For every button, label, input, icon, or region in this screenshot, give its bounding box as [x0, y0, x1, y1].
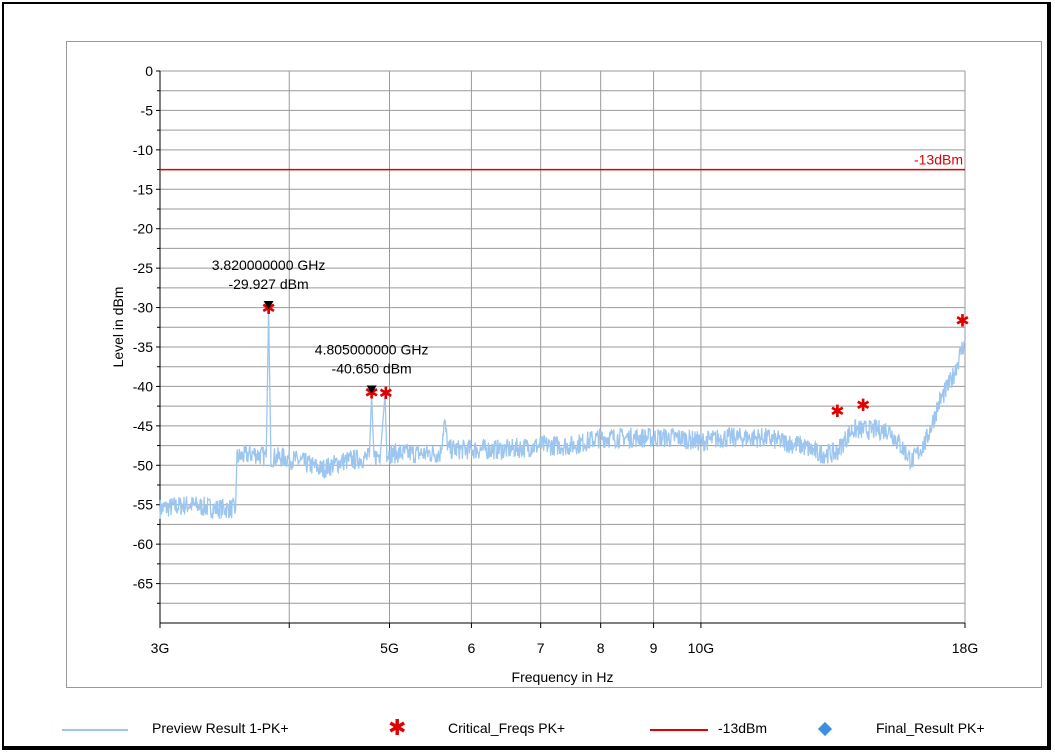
diamond-icon [817, 721, 833, 737]
y-tick-label: -55 [133, 497, 153, 513]
y-tick-label: -5 [141, 102, 154, 118]
x-tick-label: 10G [688, 640, 714, 656]
limit-line-label: -13dBm [914, 152, 963, 168]
marker-level-label: -29.927 dBm [228, 276, 308, 292]
x-axis-title: Frequency in Hz [512, 669, 614, 685]
y-tick-label: -25 [133, 260, 153, 276]
y-tick-label: -15 [133, 181, 153, 197]
legend-item-final: Final_Result PK+ [817, 720, 1038, 738]
critical-freq-point: ✱ [379, 384, 393, 403]
y-tick-label: -35 [133, 339, 153, 355]
y-tick-label: -10 [133, 142, 153, 158]
x-tick-label: 9 [650, 640, 658, 656]
marker-freq-label: 4.805000000 GHz [315, 342, 429, 358]
y-tick-label: -65 [133, 576, 153, 592]
x-tick-label: 3G [151, 640, 170, 656]
plot-panel [66, 41, 1042, 688]
y-tick-label: -30 [133, 300, 153, 316]
legend-label-final: Final_Result PK+ [876, 720, 985, 736]
y-tick-label: -60 [133, 536, 153, 552]
legend-swatch-limit [650, 729, 708, 731]
y-axis-title: Level in dBm [110, 287, 126, 368]
x-tick-label: 18G [952, 640, 978, 656]
critical-freq-point: ✱ [856, 396, 870, 415]
marker-triangle [366, 385, 377, 394]
marker-level-label: -40.650 dBm [332, 361, 412, 377]
legend-swatch-preview [62, 729, 128, 731]
star-icon: ✱ [388, 715, 407, 740]
legend-item-critical: ✱ Critical_Freqs PK+ [388, 715, 608, 740]
series-preview-trace [159, 311, 966, 519]
x-tick-label: 5G [380, 640, 399, 656]
legend-label-critical: Critical_Freqs PK+ [448, 720, 566, 736]
legend: Preview Result 1-PK+ ✱ Critical_Freqs PK… [0, 712, 1055, 742]
x-tick-label: 7 [537, 640, 545, 656]
y-tick-label: -50 [133, 457, 153, 473]
y-tick-label: -40 [133, 378, 153, 394]
y-tick-label: -45 [133, 418, 153, 434]
legend-item-preview: Preview Result 1-PK+ [62, 720, 292, 738]
critical-freq-point: ✱ [830, 402, 844, 421]
marker-triangle [263, 300, 274, 309]
x-tick-label: 8 [597, 640, 605, 656]
marker-freq-label: 3.820000000 GHz [212, 257, 326, 273]
legend-label-preview: Preview Result 1-PK+ [152, 720, 289, 736]
x-tick-label: 6 [468, 640, 476, 656]
legend-label-limit: -13dBm [718, 720, 768, 736]
critical-freq-point: ✱ [955, 311, 969, 330]
legend-item-limit: -13dBm [650, 720, 810, 738]
y-tick-label: -20 [133, 221, 153, 237]
y-tick-label: 0 [145, 63, 153, 79]
